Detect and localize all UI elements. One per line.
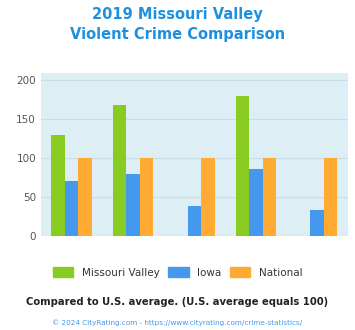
Bar <box>51 135 65 236</box>
Bar <box>140 158 153 236</box>
Bar <box>65 182 78 236</box>
Text: Compared to U.S. average. (U.S. average equals 100): Compared to U.S. average. (U.S. average … <box>26 297 329 307</box>
Bar <box>187 206 201 236</box>
Text: 2019 Missouri Valley: 2019 Missouri Valley <box>92 7 263 22</box>
Text: Violent Crime Comparison: Violent Crime Comparison <box>70 27 285 42</box>
Bar <box>201 158 215 236</box>
Bar <box>249 169 263 236</box>
Bar <box>78 158 92 236</box>
Bar <box>113 105 126 236</box>
Legend: Missouri Valley, Iowa, National: Missouri Valley, Iowa, National <box>48 263 307 282</box>
Bar <box>263 158 276 236</box>
Text: © 2024 CityRating.com - https://www.cityrating.com/crime-statistics/: © 2024 CityRating.com - https://www.city… <box>53 319 302 326</box>
Bar <box>126 174 140 236</box>
Bar <box>310 210 324 236</box>
Bar <box>235 96 249 236</box>
Bar <box>324 158 338 236</box>
